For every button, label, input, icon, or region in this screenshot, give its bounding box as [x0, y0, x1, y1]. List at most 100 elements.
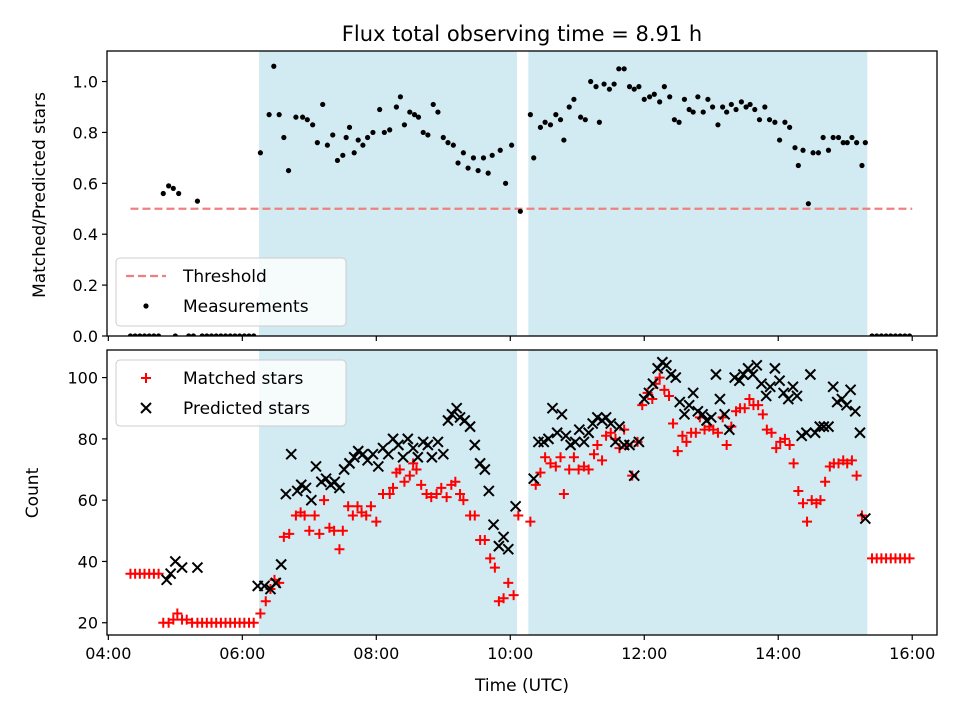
measurements-point	[360, 142, 366, 148]
measurements-point	[324, 142, 330, 148]
predicted-stars-point	[275, 558, 287, 571]
measurements-point	[733, 106, 739, 113]
matched-stars-point	[255, 608, 266, 619]
top-plot-area	[127, 51, 913, 336]
measurements-point	[351, 150, 357, 156]
matched-stars-point	[441, 492, 452, 503]
predicted-stars-point	[569, 436, 581, 448]
predicted-stars-point	[605, 417, 617, 430]
matched-stars-point	[181, 614, 192, 625]
matched-stars-point	[619, 424, 630, 435]
matched-stars-point	[450, 476, 461, 487]
measurements-point	[377, 106, 383, 113]
measurements-point	[293, 114, 299, 120]
matched-stars-point	[788, 458, 799, 469]
measurements-point	[641, 96, 647, 102]
top-ytick-label: 0.0	[73, 327, 98, 346]
top-legend: Threshold Measurements	[115, 257, 347, 327]
matched-stars-point	[347, 510, 358, 521]
legend-threshold-label: Threshold	[182, 267, 267, 287]
predicted-stars-point	[258, 580, 271, 592]
measurements-point	[271, 63, 277, 69]
measurements-point	[455, 160, 461, 166]
predicted-stars-point	[164, 568, 177, 580]
measurements-point	[320, 101, 326, 108]
measurements-point	[792, 145, 798, 151]
measurements-point	[820, 134, 826, 141]
matched-stars-point	[172, 608, 183, 619]
predicted-stars-point	[348, 451, 360, 463]
predicted-stars-point	[291, 485, 303, 497]
measurements-point	[606, 86, 613, 92]
measurements-point	[596, 119, 602, 125]
predicted-stars-point	[849, 405, 861, 417]
xtick-label: 12:00	[621, 644, 667, 663]
predicted-stars-point	[509, 500, 522, 512]
matched-stars-point	[793, 485, 804, 496]
legend-measurements-swatch	[143, 303, 149, 309]
measurements-point	[720, 104, 726, 110]
measurements-point	[430, 101, 436, 108]
measurements-point	[661, 84, 667, 90]
measurements-point	[762, 104, 768, 110]
predicted-stars-point	[446, 408, 458, 421]
top-y-axis-label: Matched/Predicted stars	[30, 92, 50, 298]
matched-stars-point	[540, 452, 551, 463]
measurements-point	[724, 109, 730, 115]
predicted-stars-point	[836, 393, 848, 405]
matched-stars-point	[489, 562, 500, 573]
measurements-point	[440, 134, 446, 141]
matched-stars-point	[485, 553, 496, 564]
matched-stars-point	[564, 464, 575, 475]
measurements-point	[517, 208, 523, 214]
measurements-point	[346, 124, 353, 130]
predicted-stars-point	[827, 381, 839, 393]
matched-stars-point	[260, 596, 271, 607]
xtick-label: 16:00	[889, 644, 935, 663]
measurements-point	[343, 134, 349, 141]
matched-stars-point	[568, 452, 579, 463]
matched-stars-point	[498, 593, 509, 604]
predicted-stars-point	[814, 420, 826, 433]
measurements-point	[636, 84, 642, 90]
matched-stars-point	[681, 436, 692, 447]
matched-stars-point	[503, 577, 514, 588]
predicted-stars-point	[674, 396, 686, 408]
matched-stars-point	[677, 430, 688, 441]
xtick-label: 04:00	[85, 644, 131, 663]
predicted-stars-point	[609, 436, 622, 448]
predicted-stars-point	[643, 387, 655, 399]
measurements-point	[397, 94, 404, 100]
predicted-stars-point	[859, 512, 872, 525]
measurements-point	[657, 99, 663, 105]
predicted-stars-point	[397, 451, 409, 463]
measurements-point	[588, 78, 594, 85]
matched-stars-point	[278, 531, 289, 542]
top-ytick-label: 0.8	[73, 123, 98, 142]
measurements-point	[859, 162, 865, 169]
matched-stars-point	[384, 489, 395, 500]
matched-stars-point	[753, 400, 764, 411]
measurements-point	[862, 140, 868, 146]
matched-stars-point	[329, 525, 340, 536]
predicted-stars-point	[432, 436, 444, 448]
matched-stars-point	[371, 516, 382, 527]
measurements-point	[582, 117, 588, 123]
matched-stars-point	[479, 535, 490, 545]
predicted-stars-point	[343, 457, 356, 470]
measurements-point	[709, 104, 716, 110]
predicted-stars-point	[372, 460, 385, 473]
predicted-stars-point	[382, 448, 395, 460]
predicted-stars-point	[723, 423, 736, 436]
bottom-shaded-interval	[528, 350, 868, 635]
matched-stars-point	[784, 440, 795, 450]
measurements-point	[700, 109, 706, 115]
matched-stars-point	[815, 495, 826, 506]
predicted-stars-point	[633, 436, 645, 448]
measurements-point	[445, 140, 451, 146]
predicted-stars-point	[791, 390, 803, 402]
predicted-stars-point	[670, 371, 682, 384]
predicted-stars-point	[437, 448, 449, 460]
bottom-ytick-label: 40	[78, 552, 98, 571]
